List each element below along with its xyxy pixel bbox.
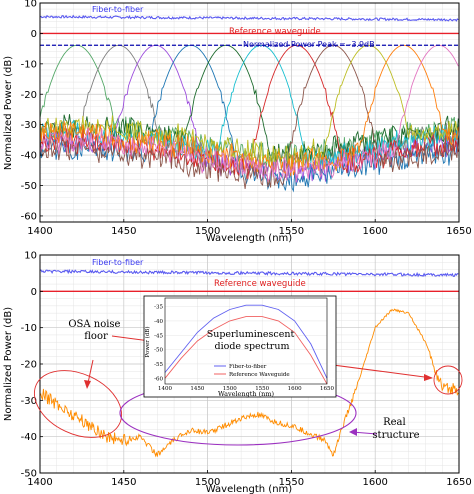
- inset-x-tick-label: 1400: [158, 386, 172, 392]
- top-ref-line: [39, 14, 459, 22]
- top-x-axis-label: Wavelength (nm): [206, 233, 292, 244]
- inset-y-tick-label: -35: [154, 305, 163, 311]
- inset-y-tick-label: -55: [154, 362, 163, 368]
- top-reference-lines: [39, 14, 459, 46]
- bottom-reference-lines: [39, 268, 459, 292]
- bottom-x-tick-label: 1600: [362, 477, 387, 488]
- real-structure-label-line1: Real: [383, 417, 406, 428]
- bottom-ref-line: [39, 268, 459, 278]
- inset-ticks: 1400 1450 1500 1550 1600 1650 -60 -55 -50 -45 -40 -…: [154, 305, 334, 392]
- osa-arrow-down: [87, 359, 94, 384]
- top-y-tick-label: -10: [21, 59, 37, 70]
- inset-y-tick-label: -40: [154, 319, 163, 325]
- inset-series-line: [164, 316, 328, 385]
- top-y-axis-label: Normalized Power (dB): [3, 56, 14, 170]
- top-y-tick-label: 10: [24, 0, 37, 10]
- bottom-x-axis-label: Wavelength (nm): [206, 484, 292, 494]
- bottom-x-tick-label: 1500: [195, 477, 220, 488]
- top-x-tick-label: 1550: [279, 226, 304, 237]
- osa-noise-ellipse-right: [433, 365, 463, 395]
- bottom-ref-label: Reference waveguide: [214, 279, 306, 289]
- inset-series-line: [164, 304, 328, 379]
- top-ticks: 1400 1450 1500 1550 1600 1650 -60 -50 -40 -30 -20 -…: [21, 0, 472, 237]
- inset-legend-fiber: Fiber-to-fiber: [229, 364, 267, 370]
- top-y-tick-label: -30: [21, 120, 37, 131]
- top-series-line: [39, 44, 459, 183]
- top-x-tick-label: 1400: [27, 226, 52, 237]
- inset-x-tick-label: 1650: [320, 386, 334, 392]
- osa-noise-label: OSA noise floor: [68, 319, 123, 342]
- inset-title-line1: Superluminescent: [207, 329, 295, 340]
- bottom-y-tick-label: -30: [21, 396, 37, 407]
- inset-series-group: [164, 304, 328, 385]
- bottom-y-axis-label: Normalized Power (dB): [3, 307, 14, 421]
- top-x-tick-label: 1650: [446, 226, 471, 237]
- bottom-series-group: [39, 308, 460, 458]
- bottom-chart: 1400 1450 1500 1550 1600 1650 -50 -40 -30 -20 -10 0…: [3, 251, 472, 494]
- bottom-ticks: 1400 1450 1500 1550 1600 1650 -50 -40 -30 -20 -10 0…: [21, 251, 472, 489]
- top-y-tick-label: -60: [21, 211, 37, 222]
- top-x-tick-label: 1500: [195, 226, 220, 237]
- inset-background: [143, 295, 337, 398]
- inset-x-tick-label: 1600: [288, 386, 302, 392]
- osa-arrowhead-down: [84, 380, 91, 389]
- bottom-y-tick-label: -50: [21, 469, 37, 480]
- osa-noise-label-line2: floor: [84, 331, 108, 342]
- top-fiber-label: Fiber-to-fiber: [92, 5, 144, 14]
- real-structure-label: Real structure: [372, 417, 419, 441]
- bottom-y-tick-label: -20: [21, 360, 37, 371]
- top-y-tick-label: 0: [31, 29, 37, 40]
- bottom-x-tick-label: 1550: [279, 477, 304, 488]
- top-ref-label: Reference waveguide: [229, 27, 321, 37]
- inset-title-line2: diode spectrum: [215, 341, 290, 352]
- top-y-tick-label: -20: [21, 90, 37, 101]
- top-y-tick-label: -40: [21, 151, 37, 162]
- inset-frame: [164, 297, 328, 385]
- inset-x-tick-label: 1450: [190, 386, 204, 392]
- inset-y-tick-label: -45: [154, 333, 163, 339]
- top-series-line: [39, 44, 459, 177]
- real-structure-label-line2: structure: [372, 430, 419, 441]
- inset-chart: 1400 1450 1500 1550 1600 1650 -60 -55 -50 -45 -40 -…: [143, 295, 337, 398]
- osa-noise-ellipse: [33, 370, 123, 438]
- inset-x-tick-label: 1550: [255, 386, 269, 392]
- osa-arrowhead-right: [424, 374, 433, 381]
- bottom-x-tick-label: 1400: [27, 477, 52, 488]
- bottom-y-tick-label: -10: [21, 323, 37, 334]
- top-y-tick-label: -50: [21, 181, 37, 192]
- bottom-fiber-label: Fiber-to-fiber: [92, 258, 144, 267]
- inset-y-tick-label: -60: [154, 376, 163, 382]
- inset-y-axis-label: Power (dB): [144, 327, 151, 358]
- bottom-y-tick-label: 10: [24, 251, 37, 262]
- top-chart: 1400 1450 1500 1550 1600 1650 -60 -50 -40 -30 -20 -…: [3, 0, 472, 244]
- inset-legend-ref: Reference Waveguide: [229, 372, 290, 378]
- osa-noise-label-line1: OSA noise: [68, 319, 120, 330]
- top-plot-frame: [39, 2, 460, 223]
- top-series-group: [39, 44, 459, 193]
- real-structure-arrowhead: [349, 428, 357, 436]
- inset-title: Superluminescent diode spectrum: [207, 329, 298, 352]
- inset-legend: Fiber-to-fiber Reference Waveguide: [214, 364, 290, 378]
- bottom-main-series: [39, 308, 460, 458]
- bottom-y-tick-label: 0: [31, 287, 37, 298]
- bottom-y-tick-label: -40: [21, 432, 37, 443]
- top-x-tick-label: 1600: [362, 226, 387, 237]
- top-series-line: [39, 44, 459, 190]
- inset-y-tick-label: -50: [154, 348, 163, 354]
- top-x-tick-label: 1450: [111, 226, 136, 237]
- inset-x-tick-label: 1500: [223, 386, 237, 392]
- bottom-x-tick-label: 1450: [111, 477, 136, 488]
- bottom-x-tick-label: 1650: [446, 477, 471, 488]
- top-peak-label: Normalized Power Peak = -3.9dB: [243, 40, 375, 49]
- inset-x-axis-label: Wavelength (nm): [218, 390, 275, 398]
